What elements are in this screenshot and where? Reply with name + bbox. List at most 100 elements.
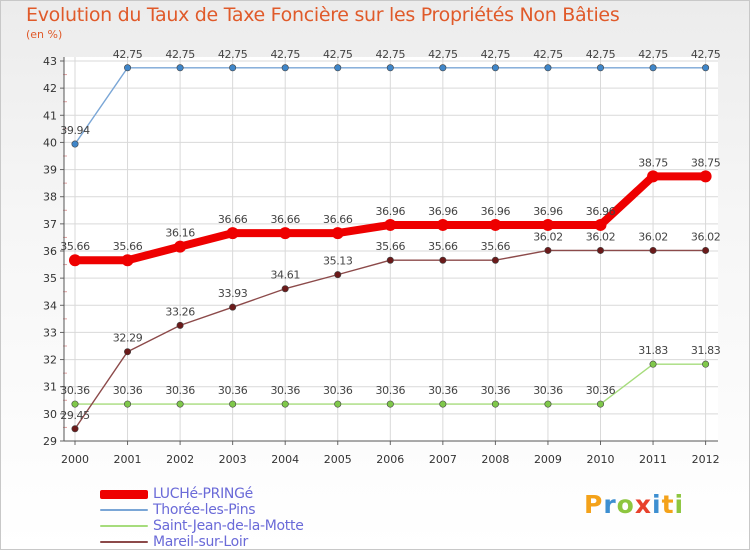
y-tick-label: 43: [43, 55, 57, 68]
data-label: 39.94: [60, 124, 90, 137]
series-point-3: [71, 425, 79, 433]
series-point-1: [281, 64, 289, 72]
series-point-2: [544, 400, 552, 408]
series-point-1: [386, 64, 394, 72]
series-point-3: [229, 303, 237, 311]
data-label: 30.36: [270, 384, 300, 397]
series-point-2: [596, 400, 604, 408]
data-label: 36.16: [165, 227, 195, 240]
series-point-1: [124, 64, 132, 72]
data-label: 30.36: [323, 384, 353, 397]
data-label: 36.66: [218, 213, 248, 226]
series-point-3: [649, 246, 657, 254]
data-label: 42.75: [638, 48, 668, 61]
data-label: 36.02: [533, 230, 563, 243]
data-label: 42.75: [428, 48, 458, 61]
x-tick-label: 2003: [219, 453, 247, 466]
y-tick-label: 31: [43, 381, 57, 394]
chart-title: Evolution du Taux de Taxe Foncière sur l…: [26, 4, 620, 26]
series-point-2: [71, 400, 79, 408]
y-tick-label: 34: [43, 299, 57, 312]
y-tick-label: 42: [43, 82, 57, 95]
logo-letter: x: [634, 490, 652, 519]
x-tick-label: 2001: [114, 453, 142, 466]
x-tick-label: 2011: [639, 453, 667, 466]
series-point-3: [544, 246, 552, 254]
series-point-2: [281, 400, 289, 408]
data-label: 30.36: [376, 384, 406, 397]
data-label: 42.75: [270, 48, 300, 61]
data-label: 35.66: [113, 240, 143, 253]
data-label: 36.02: [691, 230, 721, 243]
y-axis-unit-label: (en %): [26, 28, 63, 41]
y-tick-label: 37: [43, 218, 57, 231]
x-tick-label: 2006: [376, 453, 404, 466]
data-label: 33.93: [218, 287, 248, 300]
data-label: 36.96: [428, 205, 458, 218]
data-label: 35.66: [376, 240, 406, 253]
series-point-2: [649, 360, 657, 368]
data-label: 30.36: [218, 384, 248, 397]
y-tick-label: 30: [43, 408, 57, 421]
x-tick-label: 2012: [692, 453, 720, 466]
data-label: 36.66: [270, 213, 300, 226]
data-label: 30.36: [113, 384, 143, 397]
series-point-2: [334, 400, 342, 408]
x-tick-label: 2004: [271, 453, 299, 466]
x-tick-label: 2009: [534, 453, 562, 466]
data-label: 42.75: [586, 48, 616, 61]
data-label: 32.29: [113, 332, 143, 345]
legend-swatch-mareil-sur-loir: [100, 541, 148, 543]
series-point-3: [124, 348, 132, 356]
series-point-2: [386, 400, 394, 408]
x-tick-label: 2010: [587, 453, 615, 466]
data-label: 42.75: [113, 48, 143, 61]
data-label: 42.75: [323, 48, 353, 61]
logo-letter: i: [674, 490, 685, 519]
data-label: 31.83: [638, 344, 668, 357]
series-point-0: [647, 170, 660, 183]
series-point-0: [331, 227, 344, 240]
data-label: 35.66: [60, 240, 90, 253]
data-label: 36.96: [481, 205, 511, 218]
legend-swatch-luche-pringe: [100, 489, 148, 499]
series-point-0: [174, 240, 187, 253]
series-point-0: [279, 227, 292, 240]
data-label: 36.96: [376, 205, 406, 218]
legend-swatch-thoree-les-pins: [100, 509, 148, 511]
data-label: 42.75: [481, 48, 511, 61]
series-point-0: [541, 218, 554, 231]
legend-entry-saint-jean-de-la-motte: Saint-Jean-de-la-Motte: [100, 518, 304, 534]
y-tick-label: 32: [43, 354, 57, 367]
y-tick-label: 33: [43, 326, 57, 339]
data-label: 30.36: [428, 384, 458, 397]
series-point-0: [384, 218, 397, 231]
data-label: 30.36: [165, 384, 195, 397]
series-point-0: [226, 227, 239, 240]
series-point-2: [439, 400, 447, 408]
series-point-3: [386, 256, 394, 264]
series-point-3: [491, 256, 499, 264]
legend-entry-mareil-sur-loir: Mareil-sur-Loir: [100, 534, 304, 550]
logo-letter: t: [661, 490, 675, 519]
x-tick-label: 2000: [61, 453, 89, 466]
series-point-3: [281, 285, 289, 293]
series-point-0: [121, 254, 134, 267]
data-label: 42.75: [165, 48, 195, 61]
series-point-0: [69, 254, 81, 267]
data-label: 35.13: [323, 255, 353, 268]
series-point-1: [71, 140, 79, 148]
data-label: 36.66: [323, 213, 353, 226]
legend-label-thoree-les-pins: Thorée-les-Pins: [153, 502, 256, 518]
series-point-2: [176, 400, 184, 408]
series-point-3: [596, 246, 604, 254]
legend-entry-thoree-les-pins: Thorée-les-Pins: [100, 502, 304, 518]
series-point-3: [334, 271, 342, 279]
data-label: 42.75: [691, 48, 721, 61]
data-label: 34.61: [270, 269, 300, 282]
y-tick-label: 38: [43, 191, 57, 204]
chart-legend: LUCHé-PRINGé Thorée-les-Pins Saint-Jean-…: [100, 486, 304, 550]
series-point-1: [649, 64, 657, 72]
data-label: 42.75: [218, 48, 248, 61]
data-label: 36.02: [586, 230, 616, 243]
